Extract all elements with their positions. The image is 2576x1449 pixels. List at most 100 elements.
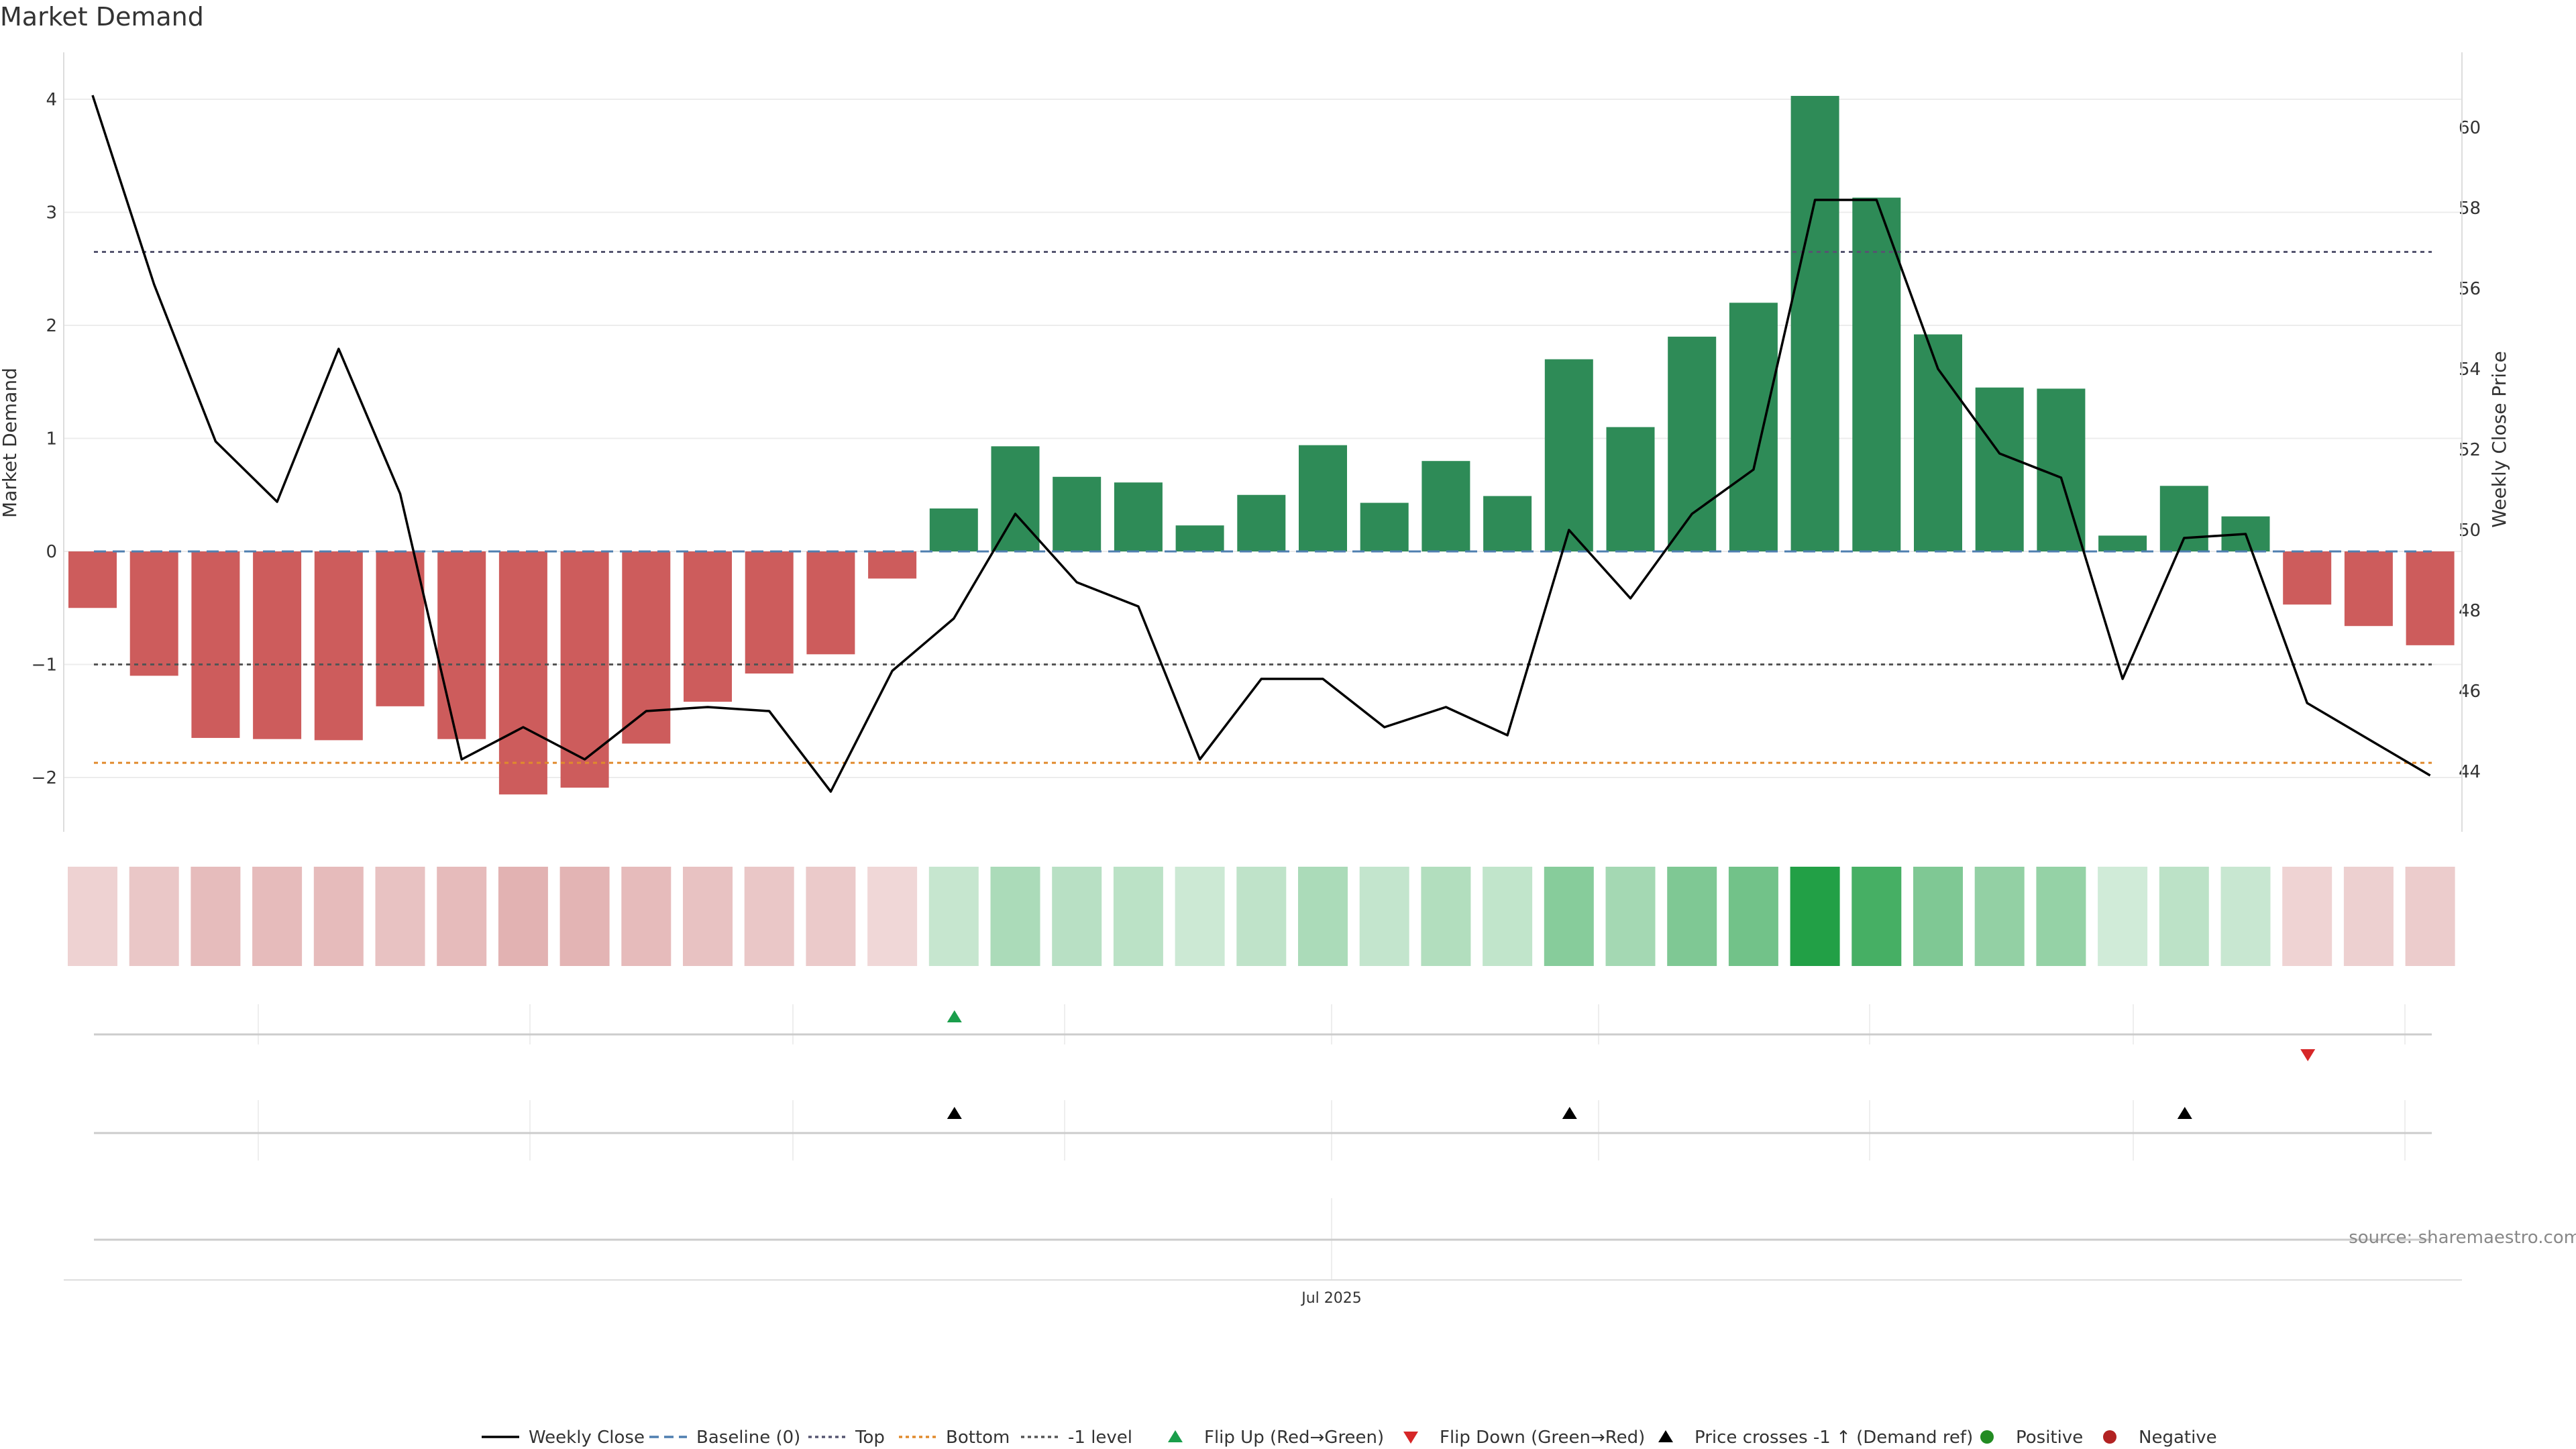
heat-cell bbox=[806, 867, 856, 966]
demand-bar-positive bbox=[1606, 427, 1655, 551]
demand-bar-positive bbox=[1975, 387, 2024, 551]
demand-bar-positive bbox=[2159, 486, 2208, 551]
heat-cell bbox=[191, 867, 241, 966]
legend-swatch bbox=[2103, 1430, 2116, 1444]
demand-bar-negative bbox=[498, 551, 547, 795]
demand-bar-negative bbox=[560, 551, 609, 788]
demand-bar-negative bbox=[2283, 551, 2332, 605]
demand-bar-negative bbox=[622, 551, 671, 744]
demand-bar-negative bbox=[314, 551, 363, 741]
heat-cell bbox=[252, 867, 303, 966]
heat-cell bbox=[2220, 867, 2271, 966]
demand-bar-positive bbox=[1237, 494, 1286, 551]
legend-swatch bbox=[1168, 1430, 1183, 1442]
heat-cell bbox=[498, 867, 548, 966]
y-tick-label: 2 bbox=[46, 316, 57, 336]
demand-bar-positive bbox=[2098, 535, 2147, 551]
legend-swatch bbox=[1980, 1430, 1994, 1444]
heat-cell bbox=[867, 867, 918, 966]
heat-cell bbox=[559, 867, 610, 966]
heat-cell bbox=[621, 867, 672, 966]
heat-cell bbox=[1728, 867, 1778, 966]
demand-bar-negative bbox=[806, 551, 855, 655]
heat-cell bbox=[375, 867, 425, 966]
demand-bar-positive bbox=[1544, 359, 1593, 551]
flip-down-marker bbox=[2300, 1049, 2316, 1061]
legend-label: Baseline (0) bbox=[696, 1428, 800, 1448]
source-note: source: sharemaestro.com bbox=[2349, 1228, 2576, 1248]
heat-cell bbox=[68, 867, 117, 966]
demand-bar-negative bbox=[2406, 551, 2455, 645]
legend-label: Flip Up (Red→Green) bbox=[1204, 1428, 1384, 1448]
heat-cell bbox=[928, 867, 979, 966]
legend-label: Flip Down (Green→Red) bbox=[1440, 1428, 1645, 1448]
heat-cell bbox=[2159, 867, 2209, 966]
chart-title: Market Demand bbox=[0, 2, 204, 32]
legend-label: Bottom bbox=[946, 1428, 1010, 1448]
y-tick-label: −1 bbox=[32, 655, 57, 676]
heat-cell bbox=[1052, 867, 1102, 966]
demand-bar-negative bbox=[868, 551, 917, 579]
legend-label: -1 level bbox=[1068, 1428, 1132, 1448]
demand-bar-positive bbox=[2037, 388, 2086, 551]
y-tick-label: 4 bbox=[46, 90, 57, 110]
demand-bar-negative bbox=[253, 551, 302, 739]
heat-cell bbox=[2098, 867, 2148, 966]
demand-bar-negative bbox=[376, 551, 425, 706]
heat-cell bbox=[2405, 867, 2455, 966]
demand-bar-positive bbox=[1175, 525, 1224, 551]
legend-swatch bbox=[1403, 1432, 1418, 1444]
heat-cell bbox=[129, 867, 179, 966]
y-axis-label: Market Demand bbox=[0, 368, 21, 518]
price-line-layer bbox=[91, 95, 2431, 793]
demand-bars bbox=[68, 95, 2455, 795]
heat-cell bbox=[683, 867, 733, 966]
heat-cell bbox=[990, 867, 1040, 966]
legend: Weekly Close Baseline (0) Top Bottom -1 leve… bbox=[482, 1428, 2217, 1448]
price-cross-marker bbox=[2177, 1107, 2192, 1119]
heat-cell bbox=[1359, 867, 1409, 966]
demand-bar-positive bbox=[991, 446, 1040, 551]
heat-strip bbox=[68, 867, 2455, 966]
demand-bar-positive bbox=[1483, 496, 1532, 551]
price-cross-marker bbox=[947, 1107, 962, 1119]
heat-cell bbox=[2343, 867, 2394, 966]
y-tick-label: 0 bbox=[46, 542, 57, 562]
heat-cell bbox=[1113, 867, 1163, 966]
demand-bar-positive bbox=[929, 508, 978, 551]
heat-cell bbox=[1605, 867, 1656, 966]
heat-cell bbox=[1974, 867, 2025, 966]
reference-lines bbox=[94, 250, 2432, 764]
legend-label: Negative bbox=[2139, 1428, 2217, 1448]
y-tick-label: 1 bbox=[46, 429, 57, 449]
demand-bar-positive bbox=[1114, 482, 1163, 551]
demand-bar-positive bbox=[1053, 476, 1102, 551]
heat-cell bbox=[437, 867, 487, 966]
heat-cell bbox=[1790, 867, 1840, 966]
demand-bar-positive bbox=[1299, 445, 1347, 551]
heat-cell bbox=[744, 867, 794, 966]
heat-cell bbox=[1483, 867, 1533, 966]
y2-axis-label: Weekly Close Price bbox=[2488, 351, 2510, 527]
y-tick-label: −2 bbox=[32, 768, 57, 788]
demand-bar-positive bbox=[1729, 303, 1778, 551]
legend-label: Weekly Close bbox=[529, 1428, 645, 1448]
demand-bar-positive bbox=[1852, 197, 1901, 552]
heat-cell bbox=[1298, 867, 1348, 966]
price-cross-marker bbox=[1562, 1107, 1577, 1119]
legend-label: Positive bbox=[2016, 1428, 2083, 1448]
heat-cell bbox=[2036, 867, 2086, 966]
y-tick-label: 3 bbox=[46, 203, 57, 223]
heat-cell bbox=[1421, 867, 1471, 966]
heat-cell bbox=[1851, 867, 1902, 966]
heat-cell bbox=[1236, 867, 1287, 966]
demand-bar-positive bbox=[1790, 95, 1839, 551]
demand-bar-negative bbox=[745, 551, 794, 674]
heat-cell bbox=[1544, 867, 1594, 966]
x-tick-label: Jul 2025 bbox=[1300, 1290, 1362, 1307]
heat-cell bbox=[1913, 867, 1963, 966]
heat-cell bbox=[313, 867, 364, 966]
weekly-close-line bbox=[91, 95, 2431, 793]
demand-bar-negative bbox=[191, 551, 240, 739]
